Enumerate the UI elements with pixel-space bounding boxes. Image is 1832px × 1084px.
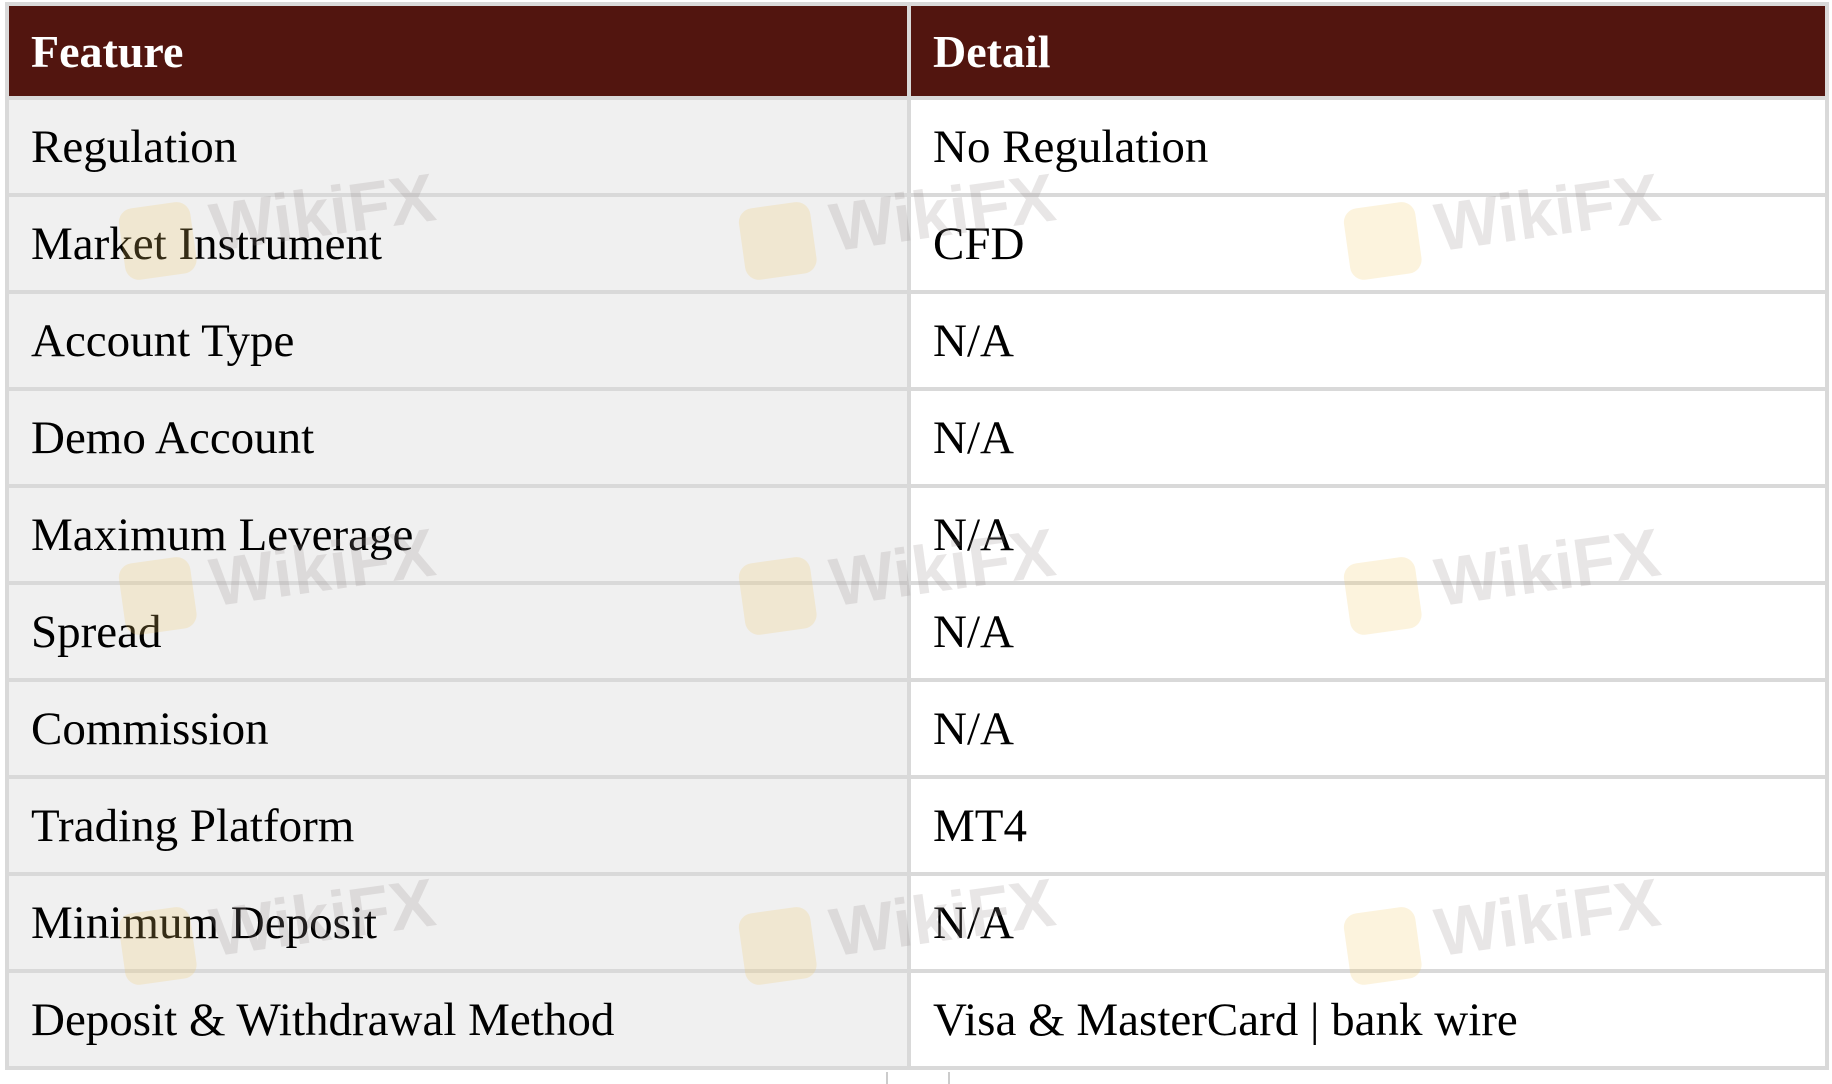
feature-cell: Market Instrument <box>9 197 907 290</box>
detail-cell: N/A <box>911 488 1825 581</box>
table-row: Demo Account N/A <box>9 391 1825 484</box>
detail-cell: N/A <box>911 876 1825 969</box>
detail-cell: N/A <box>911 391 1825 484</box>
detail-cell: N/A <box>911 585 1825 678</box>
table-row: Regulation No Regulation <box>9 100 1825 193</box>
feature-cell: Trading Platform <box>9 779 907 872</box>
detail-cell: N/A <box>911 294 1825 387</box>
feature-cell: Commission <box>9 682 907 775</box>
feature-table: Feature Detail Regulation No Regulation Ma… <box>5 2 1829 1070</box>
detail-cell: Visa & MasterCard | bank wire <box>911 973 1825 1066</box>
feature-cell: Spread <box>9 585 907 678</box>
table-row: Market Instrument CFD <box>9 197 1825 290</box>
feature-cell: Minimum Deposit <box>9 876 907 969</box>
header-detail: Detail <box>911 6 1825 96</box>
table-header-row: Feature Detail <box>9 6 1825 96</box>
feature-cell: Maximum Leverage <box>9 488 907 581</box>
feature-cell: Deposit & Withdrawal Method <box>9 973 907 1066</box>
resize-handle[interactable] <box>886 1072 950 1084</box>
feature-cell: Regulation <box>9 100 907 193</box>
detail-cell: MT4 <box>911 779 1825 872</box>
table-row: Spread N/A <box>9 585 1825 678</box>
detail-cell: CFD <box>911 197 1825 290</box>
table-row: Trading Platform MT4 <box>9 779 1825 872</box>
table-row: Minimum Deposit N/A <box>9 876 1825 969</box>
table-row: Deposit & Withdrawal Method Visa & Master… <box>9 973 1825 1066</box>
detail-cell: No Regulation <box>911 100 1825 193</box>
table-row: Account Type N/A <box>9 294 1825 387</box>
detail-cell: N/A <box>911 682 1825 775</box>
header-feature: Feature <box>9 6 907 96</box>
table-row: Commission N/A <box>9 682 1825 775</box>
feature-cell: Demo Account <box>9 391 907 484</box>
feature-cell: Account Type <box>9 294 907 387</box>
table-row: Maximum Leverage N/A <box>9 488 1825 581</box>
